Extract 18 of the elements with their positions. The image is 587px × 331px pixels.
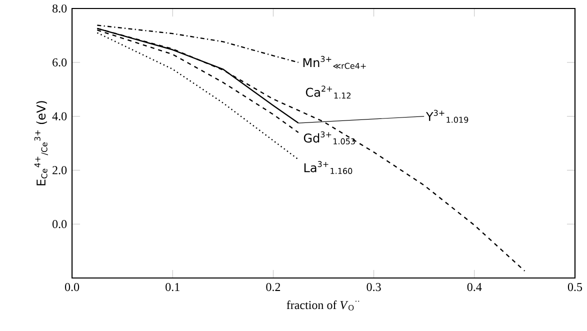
x-tick-label: 0.4 [467,282,482,291]
x-tick-label: 0.1 [166,282,180,291]
series-label: Mn$^{3+}$≪rCe4+ [303,56,366,69]
x-tick-label: 0.2 [266,282,280,291]
series-label: Ca$^{2+}$1.12 [306,85,350,98]
y-tick-label: 8.0 [52,4,67,12]
x-tick-label: 0.3 [366,282,381,291]
x-tick-label: 0.5 [568,282,582,291]
y-tick-label: 2.0 [52,166,67,174]
y-tick-label: 0.0 [52,220,67,228]
series-label: La$^{3+}$1.160 [304,160,352,174]
x-axis-title: fraction of V$_{O}$·· [286,300,360,310]
y-tick-label: 6.0 [52,58,67,66]
y-tick-label: 4.0 [52,112,67,120]
y-axis-title: E$_{Ce}$4+/Ce$^{3+}$ (eV) [34,100,48,186]
series-label: Gd$^{3+}$1.053 [304,131,355,144]
x-tick-label: 0.0 [65,282,80,291]
text: Y$^{3+}$1.019 [426,110,468,123]
